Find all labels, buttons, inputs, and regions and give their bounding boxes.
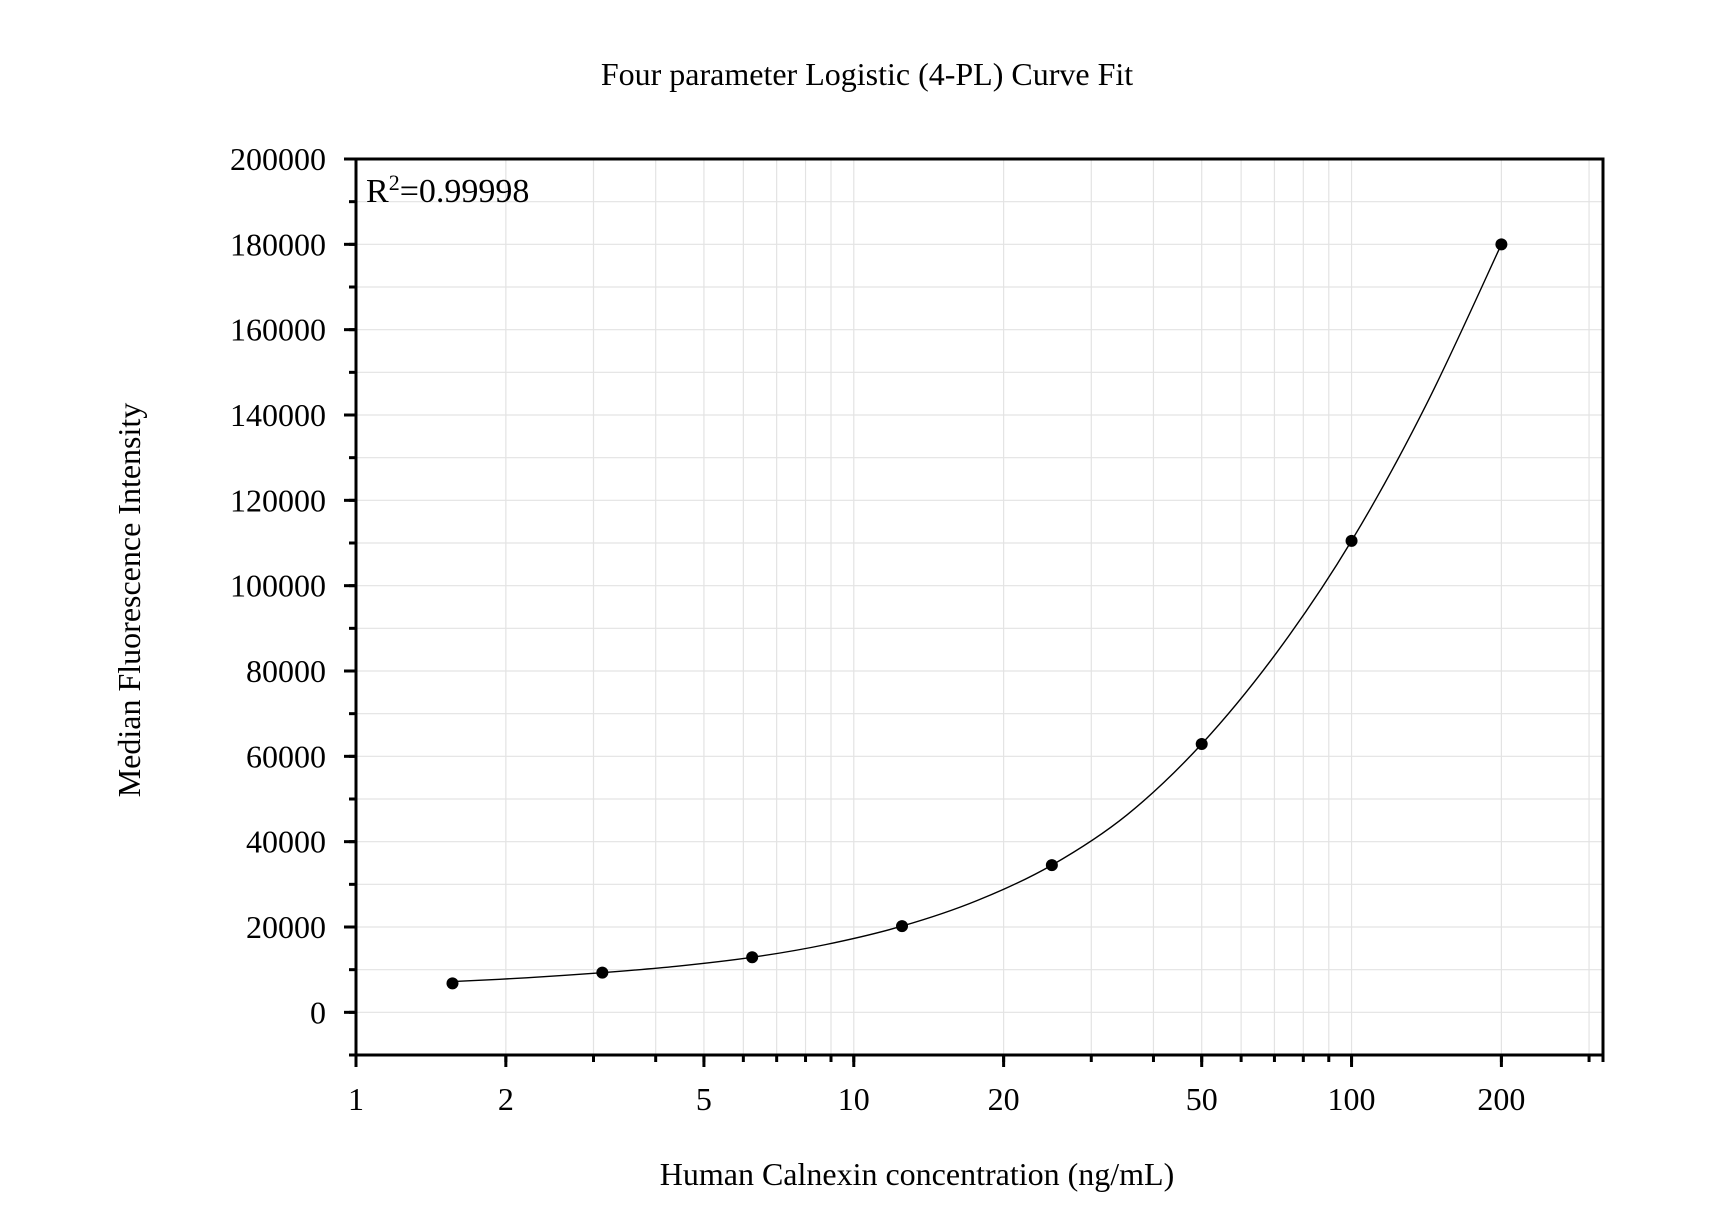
grid [355,158,1604,1055]
chart-title: Four parameter Logistic (4-PL) Curve Fit [601,56,1133,92]
y-tick-label: 160000 [230,312,326,348]
y-tick-label: 200000 [230,141,326,177]
y-tick-label: 180000 [230,226,326,262]
y-tick-label: 0 [310,994,326,1030]
x-tick-label: 50 [1186,1081,1218,1117]
y-tick-label: 140000 [230,397,326,433]
r-squared-prefix: R [366,173,389,210]
data-point [746,951,759,964]
y-tick-label: 80000 [246,653,326,689]
y-tick-label: 100000 [230,568,326,604]
x-tick-label: 5 [696,1081,712,1117]
x-tick-label: 2 [498,1081,514,1117]
y-axis-label: Median Fluorescence Intensity [111,403,147,798]
data-point [1345,534,1358,547]
fit-curve-layer [452,244,1503,983]
r-squared-superscript: 2 [389,170,400,195]
data-point [596,966,609,979]
data-point [896,920,909,933]
y-tick-label: 20000 [246,909,326,945]
x-axis-label: Human Calnexin concentration (ng/mL) [660,1156,1175,1192]
x-tick-label: 10 [838,1081,870,1117]
data-point [446,977,459,990]
r-squared-value: =0.99998 [400,173,530,210]
r-squared-annotation: R2=0.99998 [366,170,529,210]
x-tick-label: 1 [348,1081,364,1117]
data-points [446,238,1508,990]
y-axis-ticks: 0 20000 40000 60000 80000 100000 120000 140000 1… [230,141,356,1057]
x-tick-label: 20 [988,1081,1020,1117]
data-point [1195,737,1208,750]
y-tick-label: 60000 [246,738,326,774]
data-point [1495,238,1508,251]
fit-curve [452,244,1503,983]
data-point [1045,859,1058,872]
x-tick-label: 200 [1477,1081,1525,1117]
x-tick-label: 100 [1328,1081,1376,1117]
y-tick-label: 120000 [230,482,326,518]
plot-frame [354,157,1605,1057]
y-tick-label: 40000 [246,824,326,860]
x-axis-ticks: 1 2 5 10 20 50 100 200 [348,1055,1605,1117]
